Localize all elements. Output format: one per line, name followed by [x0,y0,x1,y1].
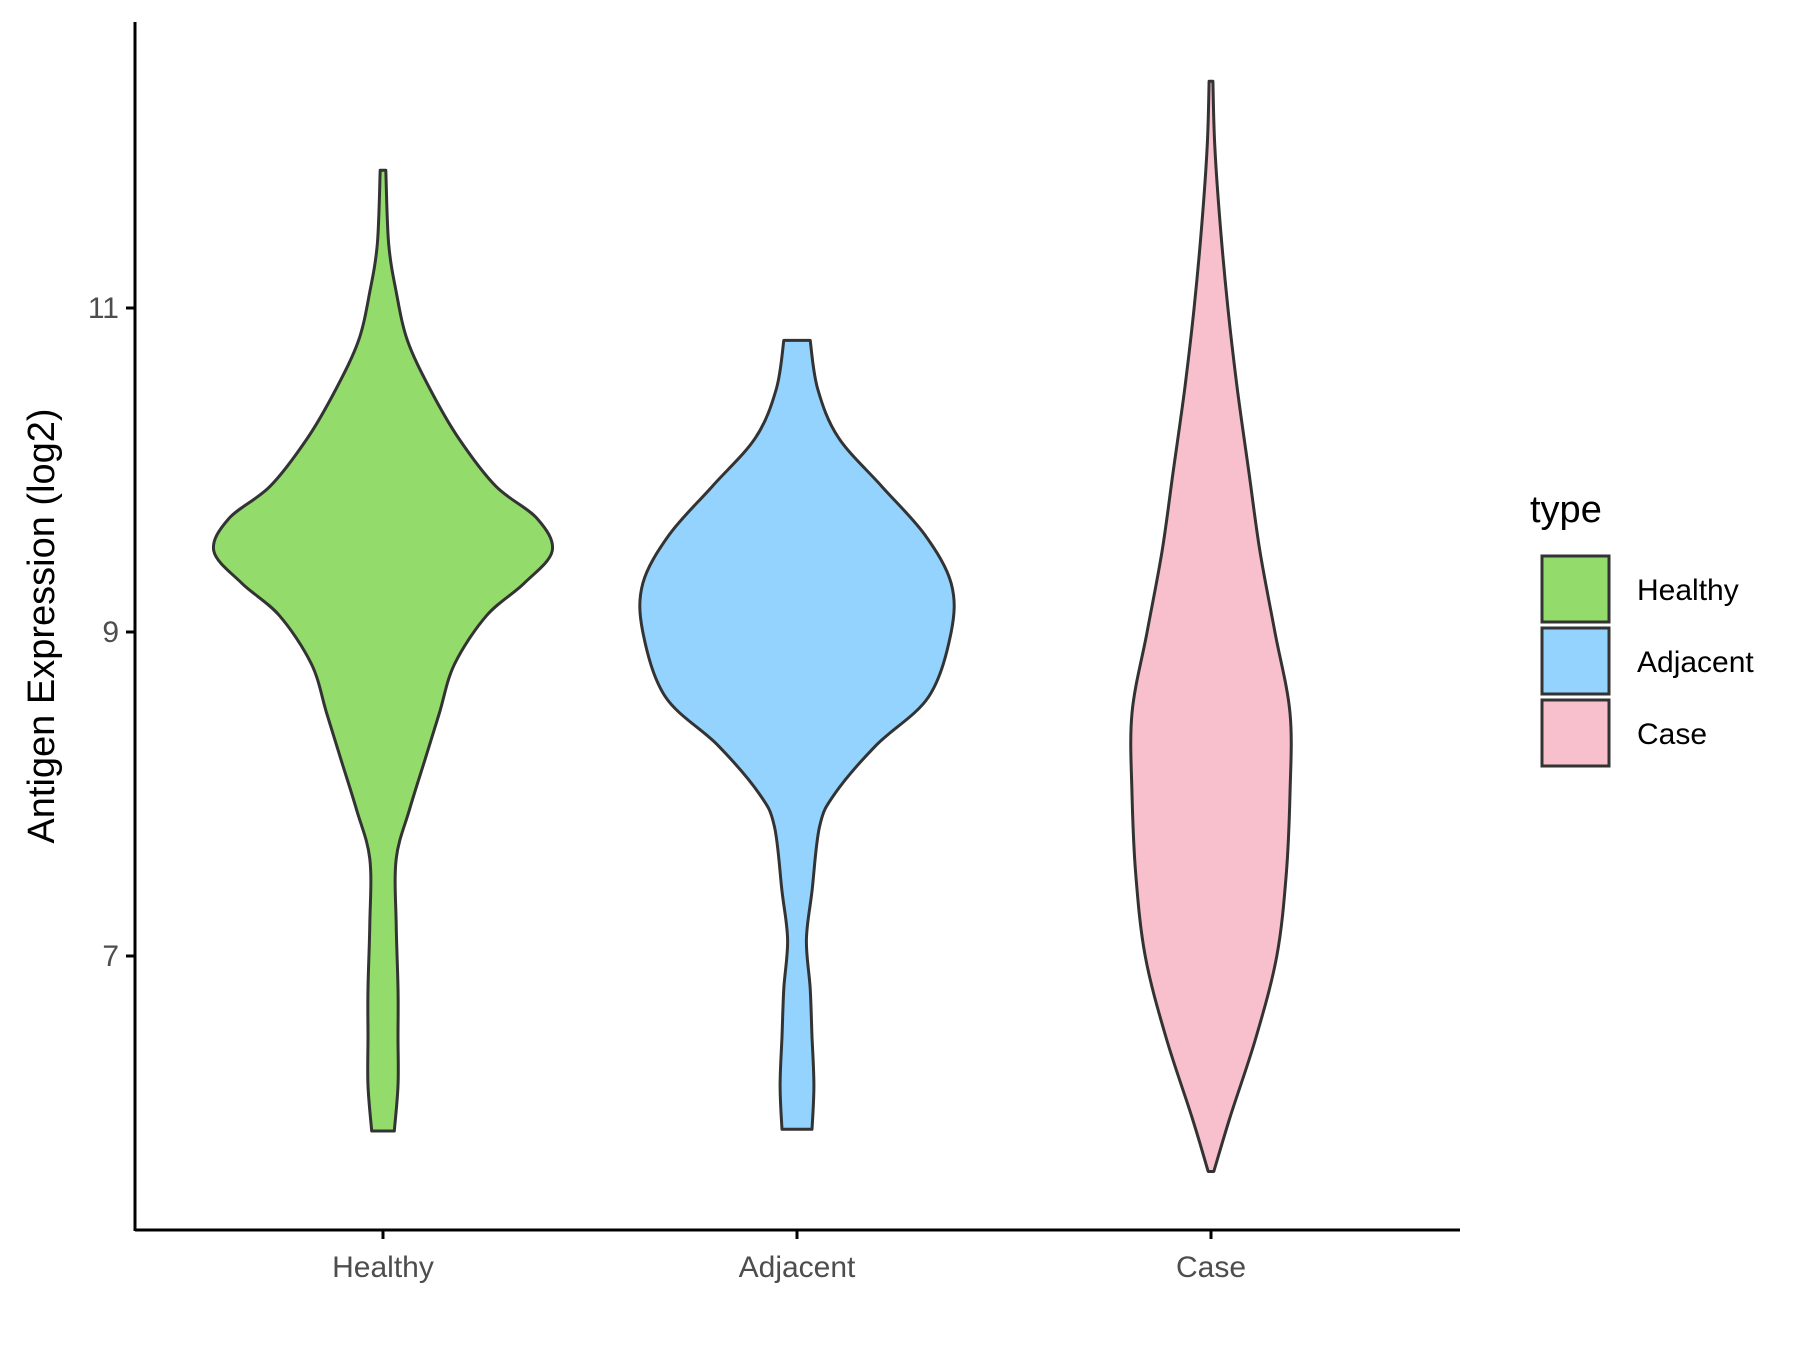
y-tick-label: 7 [102,940,119,973]
legend: type Healthy Adjacent Case [1530,489,1754,768]
x-tick-label-healthy: Healthy [332,1251,434,1284]
legend-swatch-healthy [1540,554,1611,624]
violin-adjacent [638,338,956,1131]
legend-entries: Healthy Adjacent Case [1540,554,1754,768]
legend-label-healthy: Healthy [1637,574,1739,607]
y-tick-label: 11 [88,292,119,325]
y-axis-ticks: 7 9 11 [88,292,135,973]
violin-layer [211,79,1293,1173]
x-tick-label-case: Case [1176,1251,1246,1284]
legend-label-adjacent: Adjacent [1637,646,1754,679]
x-axis-ticks: Healthy Adjacent Case [332,1230,1246,1284]
x-tick-label-adjacent: Adjacent [739,1251,856,1284]
legend-label-case: Case [1637,718,1707,751]
legend-title: type [1530,489,1602,531]
legend-swatch-case [1540,698,1611,768]
violin-healthy [211,168,555,1133]
violin-case [1129,79,1293,1173]
y-axis-title: Antigen Expression (log2) [21,408,63,843]
y-tick-label: 9 [102,616,119,649]
legend-swatch-adjacent [1540,626,1611,696]
